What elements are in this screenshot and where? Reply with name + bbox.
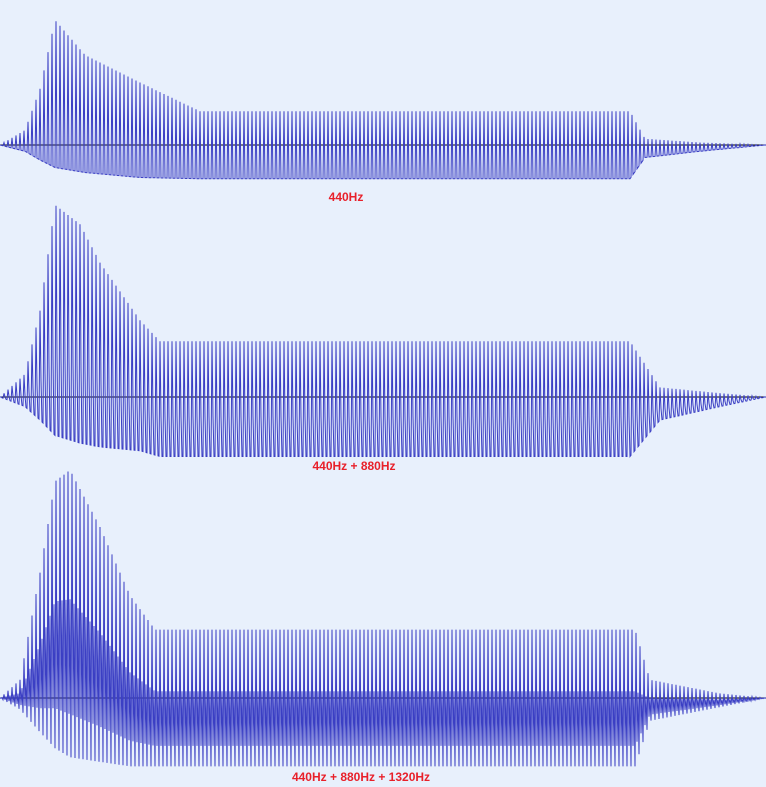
panel-label: 440Hz + 880Hz + 1320Hz xyxy=(292,770,430,784)
waveform-trace xyxy=(0,21,766,180)
waveform-trace xyxy=(0,471,766,767)
panel-label: 440Hz xyxy=(329,190,364,204)
waveform-panel-2: 440Hz + 880Hz xyxy=(0,205,766,473)
waveform-panel-1: 440Hz xyxy=(0,21,766,204)
panel-label: 440Hz + 880Hz xyxy=(312,459,395,473)
waveform-panel-3: 440Hz + 880Hz + 1320Hz xyxy=(0,471,766,784)
waveform-trace xyxy=(0,205,766,458)
